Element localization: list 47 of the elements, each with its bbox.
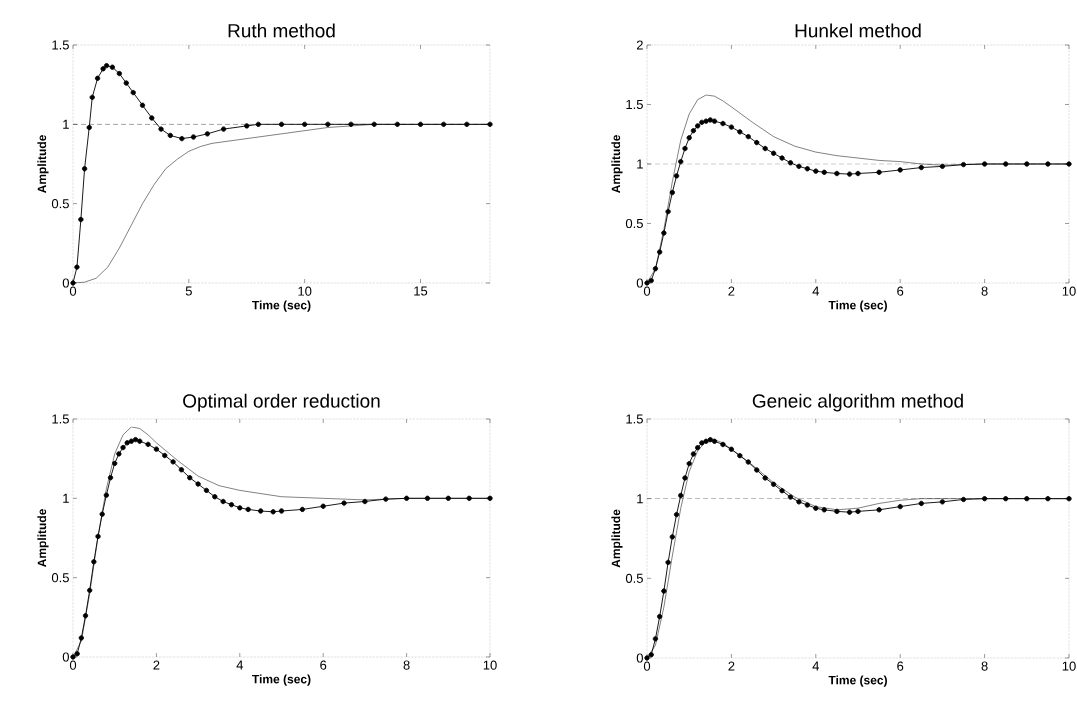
y-axis-title: Amplitude [37,135,49,194]
chart-title: Optimal order reduction [183,393,380,412]
x-tick-label: 10 [483,660,497,670]
x-tick-label: 8 [403,660,410,670]
y-axis-title: Amplitude [611,135,623,194]
y-tick-label: 1.5 [52,40,69,50]
x-tick-label: 2 [153,660,160,670]
y-tick-label: 1.5 [626,414,643,424]
x-tick-label: 2 [728,661,735,671]
chart-title: Hunkel method [795,23,921,38]
x-axis-title: Time (sec) [828,675,887,687]
y-tick-label: 1 [63,493,69,503]
y-tick-label: 1.5 [626,99,643,110]
y-tick-label: 1 [63,119,69,129]
y-tick-label: 1.5 [52,414,69,424]
y-tick-label: 0.5 [51,573,69,583]
y-axis-title: Amplitude [37,509,49,568]
x-tick-label: 15 [414,286,428,296]
x-tick-label: 6 [320,660,327,670]
y-tick-label: 0.5 [625,573,643,583]
x-axis-title: Time (sec) [828,300,887,312]
x-tick-label: 4 [812,286,820,296]
y-tick-label: 0 [62,278,69,288]
x-tick-label: 10 [1062,661,1076,671]
chart-title: Geneic algorithm method [752,393,963,412]
x-axis-title: Time (sec) [252,674,311,686]
x-tick-label: 8 [981,661,988,671]
y-tick-label: 1 [637,494,643,504]
x-axis-title: Time (sec) [252,300,311,312]
x-tick-label: 6 [897,286,904,296]
x-tick-label: 10 [298,286,312,296]
y-axis-title: Amplitude [611,509,623,568]
y-tick-label: 0 [62,652,69,662]
y-tick-label: 0 [636,653,643,663]
x-tick-label: 5 [185,286,192,296]
x-tick-label: 4 [812,661,820,671]
y-tick-label: 2 [636,40,643,50]
x-tick-label: 4 [236,660,244,670]
y-tick-label: 1 [637,159,643,169]
x-tick-label: 6 [897,661,904,671]
x-tick-label: 10 [1062,286,1076,296]
y-tick-label: 0.5 [625,218,643,229]
y-tick-label: 0.5 [51,199,69,209]
x-tick-label: 2 [728,286,735,296]
chart-title: Ruth method [228,23,335,38]
y-tick-label: 0 [636,278,643,288]
x-tick-label: 8 [981,286,988,296]
